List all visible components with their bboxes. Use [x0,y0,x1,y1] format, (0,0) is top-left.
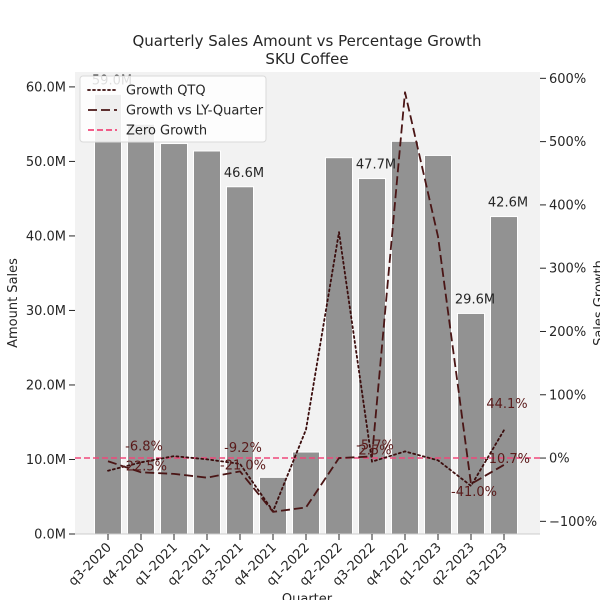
y2-axis-label: Sales Growth [592,260,600,346]
bar-value-label: 47.7M [356,158,396,173]
legend-label: Growth vs LY-Quarter [126,104,264,119]
growth-value-label: 2.5% [358,443,391,458]
growth-value-label: -9.2% [224,441,262,456]
legend-label: Zero Growth [126,124,207,139]
y2-tick-label: 300% [549,262,586,277]
series-line-growth-vs-ly-quarter [107,91,505,513]
y2-tick-label: 200% [549,325,586,340]
bar-q1-2023 [424,154,452,535]
y-axis-label: Amount Sales [6,258,21,348]
bars-layer [94,93,518,535]
legend-box [79,75,267,143]
y-tick-label: 10.0M [26,453,66,468]
y2-tick-label: 100% [549,388,586,403]
chart-subtitle: SKU Coffee [265,50,348,68]
y2-tick-label: 400% [549,198,586,213]
y2-tick-label: 0% [549,452,570,467]
bar-value-label: 42.6M [488,196,528,211]
bar-value-label: 46.6M [224,166,264,181]
x-axis-label: Quarter [282,592,333,600]
growth-value-label: -5.7% [356,439,394,454]
y2-tick-label: −100% [549,515,597,530]
bar-q2-2023 [457,312,485,535]
bar-q4-2022 [391,140,419,535]
y-tick-label: 30.0M [26,304,66,319]
bar-q3-2020 [94,93,122,535]
bar-q2-2022 [325,157,353,535]
y-tick-label: 60.0M [26,80,66,95]
series-line-growth-qtq [107,231,505,513]
growth-value-label: -21.0% [220,458,266,473]
bar-q4-2021 [259,476,287,535]
bar-value-label: 29.6M [455,292,495,307]
y2-tick-label: 500% [549,135,586,150]
y-tick-label: 40.0M [26,229,66,244]
legend-label: Growth QTQ [126,84,206,99]
bar-q3-2022 [358,178,386,535]
bar-q3-2023 [490,216,518,535]
growth-value-label: -22.5% [121,459,167,474]
lines-layer [107,91,505,513]
bar-q1-2021 [160,143,188,535]
labels-layer: 59.0M46.6M47.7M29.6M42.6M-6.8%-22.5%-9.2… [92,73,530,500]
growth-value-label: 44.1% [486,397,527,412]
legend: Growth QTQ Growth vs LY-Quarter Zero Growt… [79,75,267,143]
y-tick-label: 50.0M [26,155,66,170]
growth-value-label: -41.0% [451,485,497,500]
y-tick-label: 0.0M [34,528,66,543]
growth-value-label: -10.7% [484,452,530,467]
y-tick-label: 20.0M [26,378,66,393]
growth-value-label: -6.8% [125,439,163,454]
y2-tick-label: 600% [549,72,586,87]
chart-title: Quarterly Sales Amount vs Percentage Gro… [132,32,481,50]
